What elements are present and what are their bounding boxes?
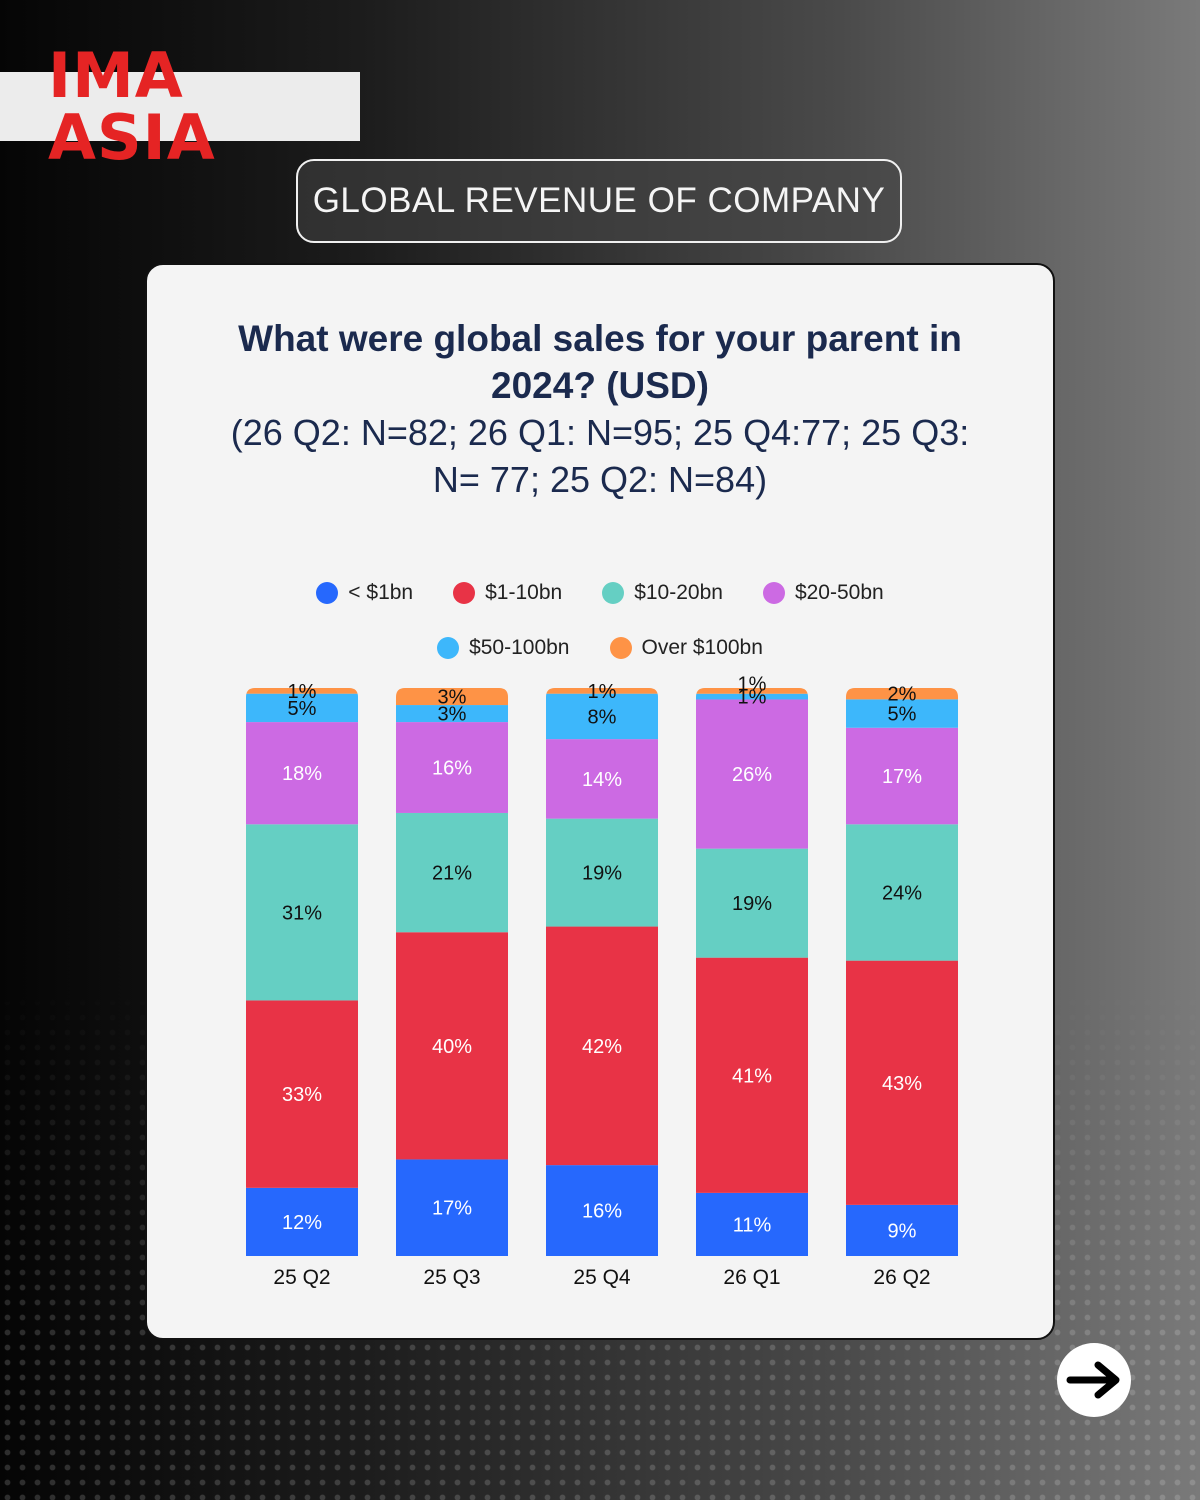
chart-title: What were global sales for your parent i… <box>238 318 962 406</box>
bar-segment <box>696 693 808 700</box>
data-label: 33% <box>282 1084 322 1106</box>
chart-subtitle: (26 Q2: N=82; 26 Q1: N=95; 25 Q4:77; 25 … <box>230 412 970 500</box>
legend-swatch <box>762 582 785 604</box>
legend-item: $50-100bn <box>437 636 570 660</box>
brand-logo: IMA ASIA <box>0 44 360 168</box>
bar-segment <box>846 1204 958 1256</box>
bar-segment <box>846 727 958 825</box>
data-label: 1% <box>588 681 617 703</box>
bar-segment <box>546 688 658 694</box>
data-label: 26% <box>732 764 772 786</box>
data-label: 1% <box>738 674 767 696</box>
bar-group: 9% 43% 24% 17% 5%2% 26 Q2 <box>846 684 958 1289</box>
bar-segment <box>246 722 358 825</box>
legend-label: $10-20bn <box>634 581 723 604</box>
data-label: 42% <box>582 1036 622 1058</box>
legend-item: < $1bn <box>316 581 413 605</box>
bar-segment <box>246 693 358 723</box>
legend-swatch <box>437 637 460 659</box>
bar-group: 17% 40% 21% 16% 3%3% 25 Q3 <box>396 687 508 1289</box>
data-label: 11% <box>733 1214 772 1236</box>
data-label: 14% <box>582 769 622 791</box>
bar-segment <box>696 957 808 1193</box>
data-label: 41% <box>732 1065 772 1087</box>
data-label: 21% <box>432 863 472 885</box>
bar-segment <box>246 688 358 694</box>
data-label: 17% <box>882 766 922 788</box>
legend-item: Over $100bn <box>609 636 763 660</box>
bar-segment <box>546 739 658 819</box>
bar-segment <box>696 688 808 694</box>
chart-legend-row-2: $50-100bn Over $100bn <box>147 636 1053 660</box>
data-label: 19% <box>582 863 622 885</box>
bar-group: 12% 33% 31% 18% 5%1% 25 Q2 <box>246 681 358 1289</box>
data-label: 5% <box>288 698 317 720</box>
legend-item: $1-10bn <box>453 581 562 605</box>
bar-segment <box>396 688 508 706</box>
x-tick-label: 25 Q4 <box>573 1266 631 1289</box>
arrow-right-icon <box>1066 1361 1120 1399</box>
page-title: GLOBAL REVENUE OF COMPANY <box>296 159 902 243</box>
legend-label: Over $100bn <box>641 636 763 659</box>
bar-segment <box>396 932 508 1160</box>
legend-swatch <box>602 582 625 604</box>
legend-swatch <box>609 637 632 659</box>
legend-label: < $1bn <box>348 581 414 604</box>
data-label: 9% <box>888 1220 917 1242</box>
bar-group: 11% 41% 19% 26% 1%1% 26 Q1 <box>696 674 808 1289</box>
legend-swatch <box>316 582 339 604</box>
bar-segment <box>846 824 958 961</box>
bar-segment <box>246 1000 358 1188</box>
bar-segment <box>696 848 808 958</box>
bar-segment <box>846 960 958 1205</box>
bar-segment <box>396 1159 508 1256</box>
bar-segment <box>546 818 658 927</box>
data-label: 24% <box>882 882 922 904</box>
stacked-bar-chart: 12%33%31%18%5%1%25 Q217%40%21%16%3%3%25 … <box>246 674 958 1289</box>
legend-label: $20-50bn <box>794 581 884 604</box>
x-tick-label: 26 Q1 <box>723 1266 780 1289</box>
next-button[interactable] <box>1057 1343 1131 1417</box>
bar-segment <box>546 1165 658 1256</box>
bar-segment <box>396 722 508 813</box>
data-label: 16% <box>582 1201 622 1223</box>
data-label: 43% <box>882 1073 922 1095</box>
data-label: 16% <box>432 758 472 780</box>
bar-segment <box>396 812 508 933</box>
bar-segment <box>846 699 958 728</box>
logo-text: IMA ASIA <box>48 38 216 174</box>
data-label: 1% <box>738 687 767 709</box>
x-tick-label: 25 Q3 <box>423 1266 480 1289</box>
x-tick-label: 26 Q2 <box>873 1266 930 1289</box>
bar-segment <box>696 1192 808 1256</box>
data-label: 18% <box>282 763 322 785</box>
legend-label: $1-10bn <box>485 581 563 604</box>
data-label: 3% <box>438 704 467 726</box>
legend-item: $10-20bn <box>602 581 723 605</box>
bar-segment <box>246 824 358 1001</box>
data-label: 19% <box>732 893 772 915</box>
data-label: 2% <box>888 684 917 706</box>
x-tick-label: 25 Q2 <box>273 1266 330 1289</box>
data-label: 1% <box>288 681 317 703</box>
legend-label: $50-100bn <box>469 636 570 659</box>
bar-segment <box>546 693 658 740</box>
data-label: 40% <box>432 1036 472 1058</box>
data-label: 3% <box>438 687 467 709</box>
bar-segment <box>846 688 958 700</box>
legend-swatch <box>453 582 476 604</box>
legend-item: $20-50bn <box>762 581 884 605</box>
bar-segment <box>546 926 658 1166</box>
chart-legend-row-1: < $1bn $1-10bn $10-20bn $20-50bn <box>147 581 1053 605</box>
data-label: 8% <box>588 706 617 728</box>
bar-group: 16% 42% 19% 14% 8% 1% 25 Q4 <box>546 681 658 1289</box>
data-label: 17% <box>432 1198 472 1220</box>
bar-segment <box>246 1187 358 1256</box>
chart-card: What were global sales for your parent i… <box>145 263 1055 1340</box>
data-label: 31% <box>282 902 322 924</box>
bar-segment <box>396 705 508 723</box>
data-label: 5% <box>888 704 917 726</box>
bar-segment <box>696 699 808 849</box>
data-label: 12% <box>282 1212 322 1234</box>
